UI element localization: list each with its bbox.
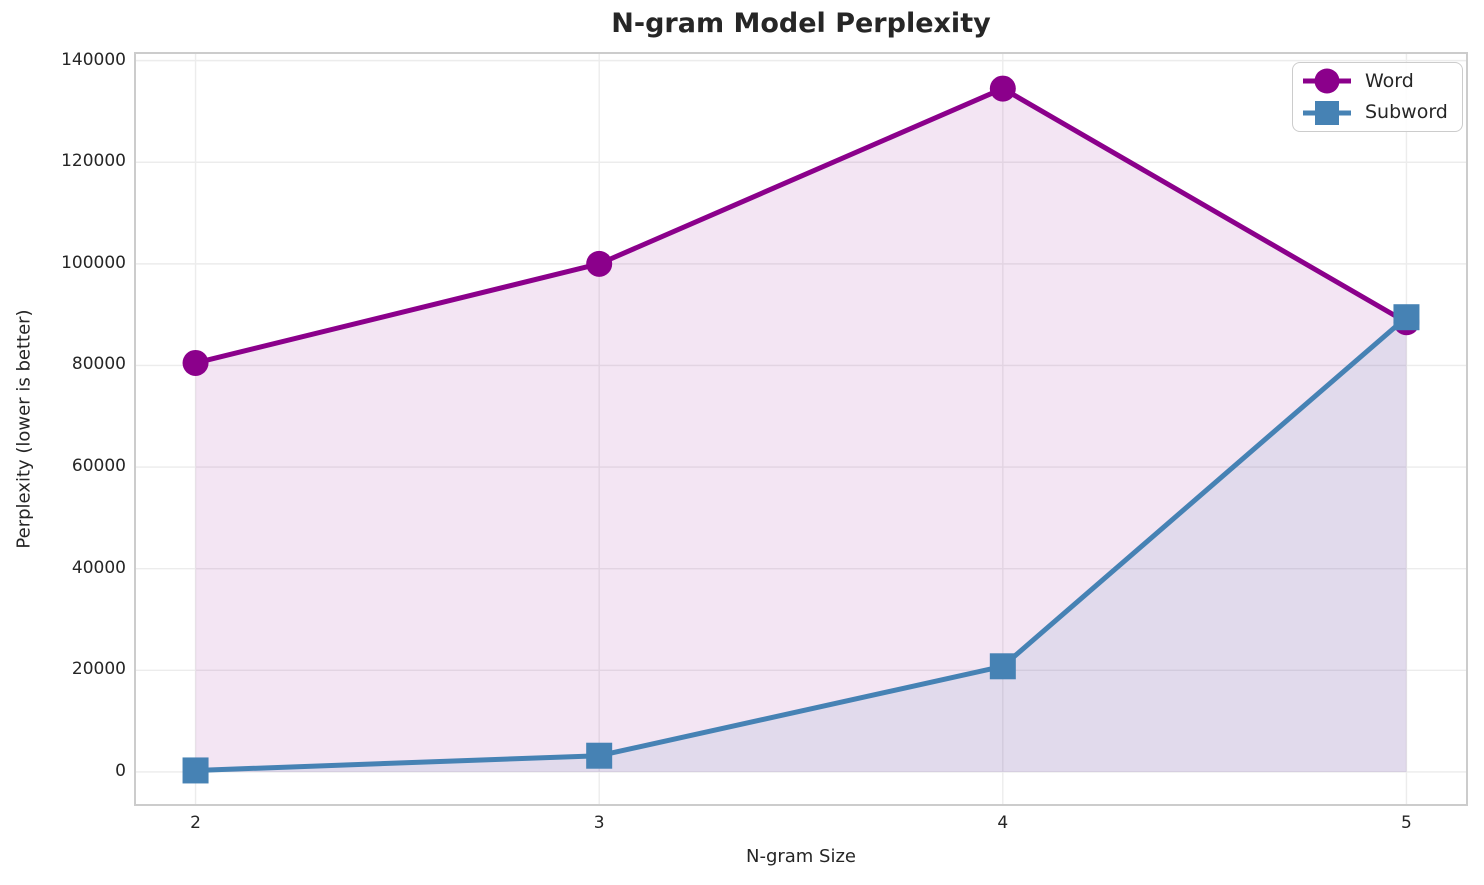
- x-tick-label: 2: [190, 813, 201, 833]
- y-tick-label: 40000: [71, 557, 126, 578]
- legend-label-word: Word: [1365, 69, 1414, 92]
- word-line: [193, 86, 1409, 366]
- x-tick-label: 3: [593, 813, 605, 833]
- subword-marker: [989, 653, 1016, 680]
- subword-line-square-marker-icon: [1303, 100, 1351, 125]
- y-tick-label: 100000: [61, 252, 126, 273]
- y-tick-label: 60000: [71, 456, 126, 477]
- chart-title: N-gram Model Perplexity: [611, 8, 991, 39]
- subword-line: [193, 314, 1409, 773]
- legend-item-word: Word: [1301, 66, 1454, 96]
- word-marker: [989, 75, 1016, 102]
- legend-item-subword: Subword: [1301, 98, 1454, 128]
- legend-label-subword: Subword: [1365, 101, 1448, 124]
- subword-marker: [182, 757, 209, 784]
- y-axis-label: Perplexity (lower is better): [13, 309, 35, 549]
- word-area-fill: [195, 88, 1407, 772]
- x-tick-label: 5: [1401, 813, 1412, 833]
- y-tick-label: 20000: [71, 659, 126, 680]
- subword-marker: [586, 742, 613, 769]
- x-axis-label: N-gram Size: [745, 846, 857, 867]
- x-tick-label: 4: [997, 813, 1009, 833]
- word-marker: [586, 250, 613, 277]
- subword-area-fill: [195, 317, 1407, 772]
- word-line-circle-marker-icon: [1303, 68, 1351, 94]
- legend: Word Subword: [1292, 62, 1463, 132]
- y-tick-label: 80000: [71, 354, 126, 375]
- y-tick-label: 0: [115, 760, 126, 781]
- word-marker: [182, 349, 209, 376]
- y-tick-label: 120000: [61, 151, 126, 172]
- y-tick-label: 140000: [61, 49, 126, 70]
- subword-marker: [1393, 304, 1420, 331]
- plot-border: [134, 52, 1468, 806]
